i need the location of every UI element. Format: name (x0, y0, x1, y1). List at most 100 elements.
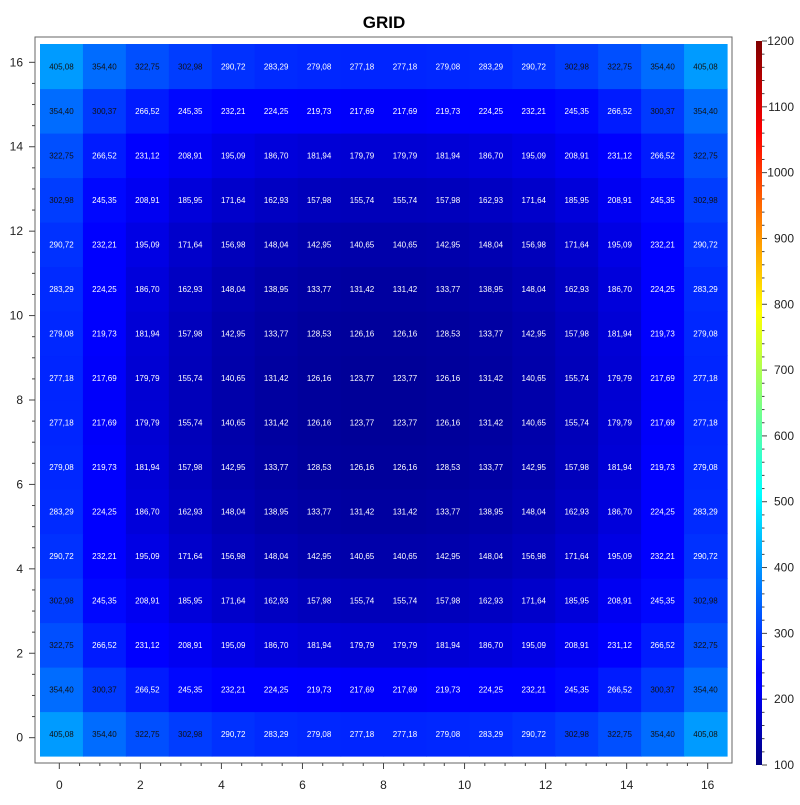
cell-value-label: 224,25 (264, 685, 289, 694)
heatmap-cell (641, 222, 685, 268)
heatmap-cell (641, 88, 685, 134)
heatmap-cell (254, 355, 299, 401)
heatmap-cell (125, 177, 170, 223)
cell-value-label: 232,21 (221, 107, 246, 116)
cell-value-label: 131,42 (479, 418, 504, 427)
cell-value-label: 179,79 (607, 374, 632, 383)
heatmap-cell (641, 44, 685, 90)
cell-value-label: 290,72 (693, 552, 718, 561)
cell-value-label: 148,04 (264, 240, 289, 249)
heatmap-cell (82, 222, 127, 268)
heatmap-cell (555, 311, 599, 357)
heatmap-cell (340, 222, 385, 268)
cell-value-label: 322,75 (49, 641, 74, 650)
heatmap-cell (555, 711, 599, 757)
heatmap-cell (469, 533, 513, 579)
cell-value-label: 148,04 (522, 285, 547, 294)
heatmap-cell (555, 266, 599, 312)
cell-value-label: 217,69 (92, 418, 117, 427)
cell-value-label: 219,73 (436, 107, 461, 116)
heatmap-cell (641, 400, 685, 446)
heatmap-cell (254, 667, 299, 713)
heatmap-cell (641, 622, 685, 668)
heatmap-cell (82, 711, 127, 757)
heatmap-cell (340, 400, 385, 446)
heatmap-cell (125, 44, 170, 90)
heatmap-cell (125, 133, 170, 179)
heatmap-cell (512, 489, 556, 535)
heatmap-cell (641, 444, 685, 490)
heatmap-cell (512, 444, 556, 490)
cell-value-label: 128,53 (307, 463, 332, 472)
cell-value-label: 232,21 (650, 240, 675, 249)
cell-value-label: 245,35 (178, 107, 203, 116)
cell-value-label: 148,04 (221, 285, 246, 294)
cell-value-label: 155,74 (393, 596, 418, 605)
cell-value-label: 208,91 (607, 196, 632, 205)
heatmap-cell (555, 533, 599, 579)
cell-value-label: 157,98 (436, 196, 461, 205)
cell-value-label: 277,18 (693, 418, 718, 427)
heatmap-cell (297, 177, 342, 223)
cell-value-label: 224,25 (650, 507, 675, 516)
cell-value-label: 142,95 (307, 552, 332, 561)
cell-value-label: 186,70 (264, 641, 289, 650)
cell-value-label: 186,70 (135, 507, 160, 516)
cell-value-label: 279,08 (693, 329, 718, 338)
heatmap-cell (340, 44, 385, 90)
heatmap-cell (40, 266, 84, 312)
heatmap-cell (426, 311, 470, 357)
cell-value-label: 224,25 (92, 507, 117, 516)
heatmap-cell (684, 222, 728, 268)
heatmap-cell (512, 311, 556, 357)
heatmap-cell (469, 489, 513, 535)
heatmap-cell (40, 222, 84, 268)
heatmap-cell (426, 489, 470, 535)
heatmap-cell (82, 578, 127, 624)
colorbar-tick-label: 300 (774, 626, 794, 640)
heatmap-cell (254, 400, 299, 446)
cell-value-label: 277,18 (393, 730, 418, 739)
heatmap-cell (297, 444, 342, 490)
cell-value-label: 279,08 (307, 62, 332, 71)
cell-value-label: 405,08 (49, 62, 74, 71)
x-tick-label: 2 (137, 778, 144, 792)
cell-value-label: 232,21 (522, 107, 547, 116)
heatmap-cell (598, 355, 642, 401)
heatmap-cell (469, 222, 513, 268)
cell-value-label: 155,74 (564, 418, 589, 427)
heatmap-cell (297, 533, 342, 579)
cell-value-label: 133,77 (307, 507, 332, 516)
heatmap-cell (297, 222, 342, 268)
cell-value-label: 185,95 (178, 596, 203, 605)
y-tick-label: 8 (16, 393, 23, 407)
cell-value-label: 179,79 (607, 418, 632, 427)
heatmap-cell (598, 667, 642, 713)
colorbar-tick-label: 200 (774, 692, 794, 706)
cell-value-label: 290,72 (221, 730, 246, 739)
heatmap-cell (383, 311, 428, 357)
heatmap-cell (254, 578, 299, 624)
axes: 0 2 4 6 8 10 12 14 16 0 2 4 6 8 10 12 14 16 (10, 55, 715, 792)
cell-value-label: 133,77 (479, 463, 504, 472)
cell-value-label: 162,93 (479, 196, 504, 205)
heatmap-cell (168, 444, 213, 490)
colorbar-tick-label: 400 (774, 561, 794, 575)
cell-value-label: 179,79 (135, 374, 160, 383)
cell-value-label: 162,93 (178, 507, 203, 516)
heatmap-cell (426, 711, 470, 757)
cell-value-label: 219,73 (92, 329, 117, 338)
heatmap-cell (641, 489, 685, 535)
heatmap-cell (383, 133, 428, 179)
cell-value-label: 181,94 (607, 463, 632, 472)
x-tick-label: 0 (56, 778, 63, 792)
colorbar-tick-label: 900 (774, 231, 794, 245)
heatmap-cell (168, 177, 213, 223)
cell-value-label: 277,18 (350, 62, 375, 71)
heatmap-cell (598, 311, 642, 357)
heatmap-cell (512, 133, 556, 179)
cell-value-label: 157,98 (178, 463, 203, 472)
cell-value-label: 148,04 (479, 552, 504, 561)
cell-value-label: 354,40 (49, 107, 74, 116)
